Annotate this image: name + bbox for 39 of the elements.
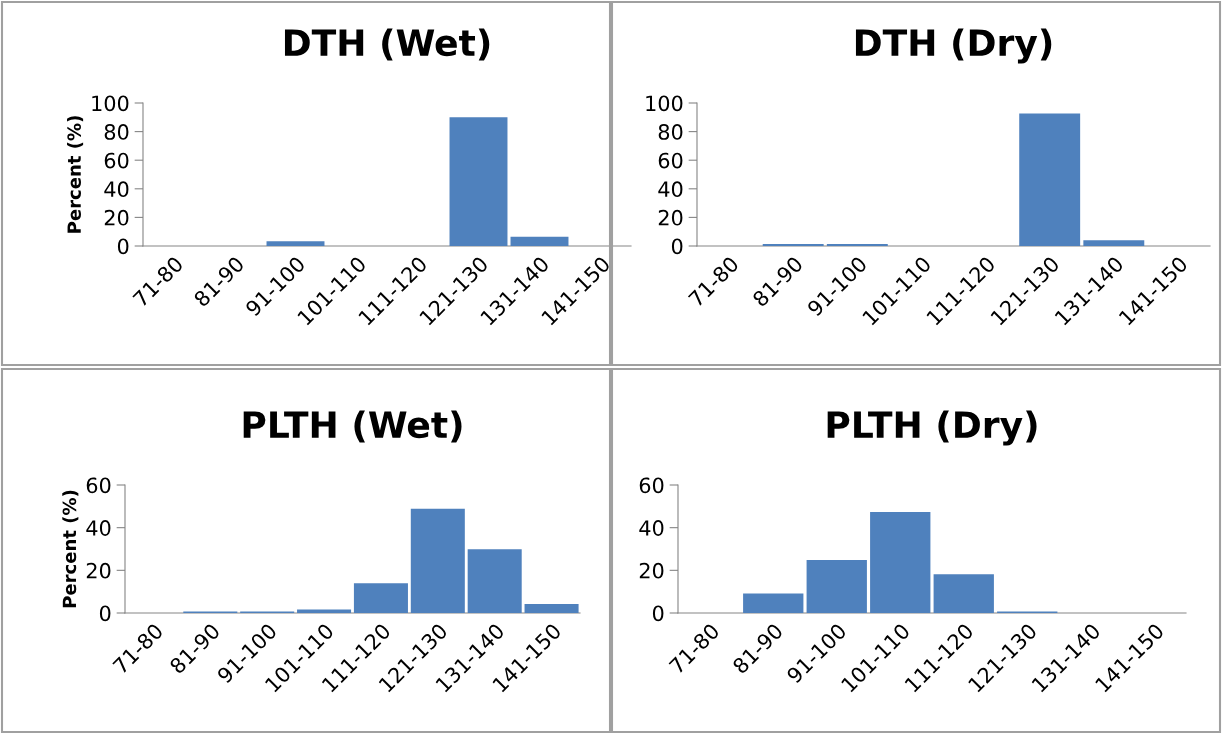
- bar: [449, 117, 508, 246]
- y-tick-label: 40: [86, 520, 111, 536]
- y-tick-label: 40: [658, 181, 683, 198]
- y-tick-label: 60: [658, 152, 683, 169]
- y-tick-label: 20: [639, 562, 664, 579]
- chart-title: PLTH (Wet): [243, 410, 462, 443]
- chart-title: PLTH (Dry): [827, 410, 1037, 446]
- y-axis-title: Percent (%): [67, 116, 84, 233]
- y-tick-label: 60: [86, 477, 111, 494]
- y-tick-label: 0: [117, 238, 129, 255]
- bar: [510, 236, 569, 246]
- y-tick-label: 0: [671, 238, 683, 255]
- bar: [266, 241, 325, 246]
- bar: [1083, 240, 1145, 246]
- y-tick-label: 100: [92, 95, 129, 112]
- y-tick-label: 100: [646, 95, 683, 112]
- y-tick-label: 60: [104, 152, 129, 169]
- y-tick-label: 0: [652, 605, 664, 622]
- chart-title: DTH (Dry): [855, 28, 1052, 64]
- y-tick-label: 40: [104, 181, 129, 198]
- y-tick-label: 80: [104, 124, 129, 140]
- y-tick-label: 20: [104, 209, 129, 226]
- bar: [743, 593, 804, 613]
- y-axis-title: Percent (%): [62, 490, 79, 608]
- chart-title: DTH (Wet): [284, 28, 490, 61]
- bar: [524, 604, 579, 613]
- y-tick-label: 40: [639, 520, 664, 536]
- y-tick-label: 60: [639, 477, 664, 494]
- bar: [353, 583, 408, 613]
- y-tick-label: 0: [99, 605, 111, 622]
- y-tick-label: 80: [658, 124, 683, 140]
- bar: [870, 511, 931, 613]
- y-tick-label: 20: [86, 562, 111, 579]
- bar: [933, 574, 994, 613]
- y-tick-label: 20: [658, 209, 683, 226]
- bar: [467, 549, 522, 613]
- bar: [806, 559, 867, 613]
- bar: [410, 508, 465, 613]
- bar: [1019, 113, 1081, 246]
